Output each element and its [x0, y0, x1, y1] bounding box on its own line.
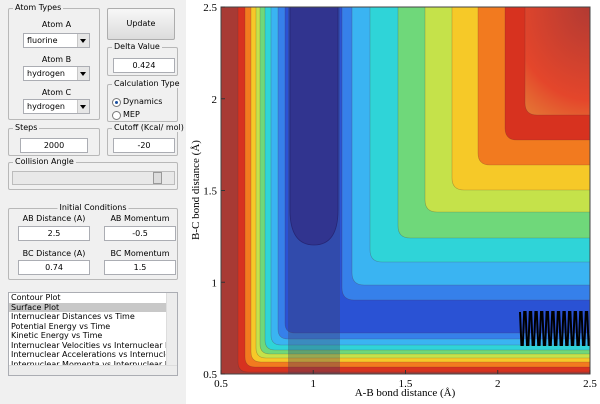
- radio-button[interactable]: Dynamics: [112, 97, 162, 107]
- y-tick-label: 0.5: [203, 369, 217, 381]
- initial-conditions-group: Initial Conditions: [8, 203, 178, 280]
- delta-group: Delta Value: [107, 42, 178, 76]
- x-tick-label: 2: [495, 378, 501, 390]
- scrollbar[interactable]: [166, 293, 177, 367]
- x-tick-label: 0.5: [214, 378, 228, 390]
- slider[interactable]: [12, 171, 175, 185]
- x-tick-label: 1: [311, 378, 317, 390]
- text-input[interactable]: 0.424: [113, 58, 175, 73]
- text-input[interactable]: -0.5: [104, 226, 176, 241]
- group-title: Delta Value: [112, 42, 162, 51]
- list-item[interactable]: Internuclear Momenta vs Internuclear Dis…: [11, 359, 166, 369]
- update-button[interactable]: Update: [107, 8, 175, 40]
- dropdown[interactable]: hydrogen: [23, 99, 90, 114]
- calc-type-group: Calculation Type: [107, 79, 182, 122]
- label: Atom A: [41, 20, 72, 29]
- cutoff-group: Cutoff (Kcal/ mol): [107, 123, 186, 156]
- x-tick-label: 2.5: [583, 378, 597, 390]
- y-tick-label: 2.5: [203, 2, 217, 14]
- text-input[interactable]: 1.5: [104, 260, 176, 275]
- scrollbar[interactable]: [9, 365, 177, 375]
- text-input[interactable]: 0.74: [18, 260, 90, 275]
- y-axis-label: B-C bond distance (Å): [190, 140, 202, 240]
- list-item[interactable]: Internuclear Velocities vs Internuclear …: [11, 340, 166, 350]
- list-item[interactable]: Kinetic Energy vs Time: [11, 331, 103, 340]
- highlight-overlay: [288, 7, 340, 374]
- group-title: Atom Types: [13, 3, 64, 12]
- y-tick-label: 1: [212, 277, 218, 289]
- dropdown[interactable]: fluorine: [23, 33, 90, 48]
- text-input[interactable]: 2000: [20, 138, 88, 153]
- trajectory-line: [519, 311, 590, 346]
- y-tick-label: 1.5: [203, 186, 217, 198]
- list-item[interactable]: Contour Plot: [11, 293, 61, 302]
- y-tick-label: 2: [212, 94, 218, 106]
- collision-group: Collision Angle: [8, 157, 178, 190]
- trajectory: [519, 311, 590, 346]
- text-input[interactable]: -20: [113, 138, 175, 153]
- plot-list[interactable]: Contour Plot Surface Plot Internuclear Dis…: [8, 292, 178, 376]
- group-title: Steps: [13, 123, 40, 132]
- x-tick-label: 1.5: [399, 378, 413, 390]
- contour-fill: [221, 7, 590, 374]
- group-title: Initial Conditions: [57, 203, 129, 212]
- label: AB Distance (A): [22, 214, 86, 223]
- group-title: Cutoff (Kcal/ mol): [112, 123, 186, 132]
- text-input[interactable]: 2.5: [18, 226, 90, 241]
- label: BC Momentum: [110, 249, 170, 258]
- label: AB Momentum: [110, 214, 170, 223]
- label: BC Distance (A): [22, 249, 86, 258]
- list-item[interactable]: Internuclear Distances vs Time: [11, 312, 135, 321]
- x-axis-label: A-B bond distance (Å): [355, 387, 456, 399]
- list-item[interactable]: Internuclear Accelerations vs Internucle…: [11, 350, 166, 359]
- contour-band: [289, 7, 339, 246]
- radio-button[interactable]: MEP: [112, 110, 140, 120]
- label: Atom C: [41, 88, 72, 97]
- list-item[interactable]: Potential Energy vs Time: [11, 321, 111, 331]
- label: Atom B: [41, 55, 72, 64]
- group-title: Collision Angle: [13, 157, 76, 166]
- group-title: Calculation Type: [112, 79, 182, 88]
- atom-types-group: Atom Types: [8, 3, 100, 120]
- dropdown[interactable]: hydrogen: [23, 66, 90, 81]
- steps-group: Steps: [8, 123, 100, 156]
- list-item[interactable]: Surface Plot: [9, 302, 166, 312]
